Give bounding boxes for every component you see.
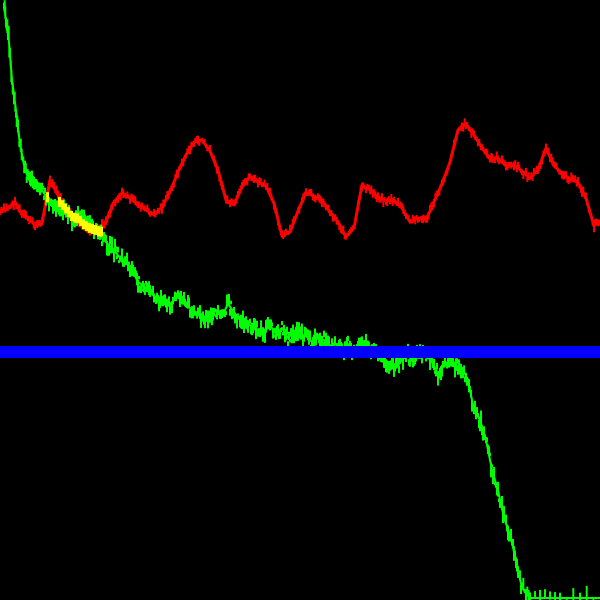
overlap-mark bbox=[64, 203, 67, 214]
overlap-mark bbox=[79, 215, 82, 226]
overlap-mark bbox=[88, 222, 91, 233]
overlap-mark bbox=[76, 213, 79, 224]
overlap-mark bbox=[100, 226, 103, 237]
overlap-mark bbox=[58, 197, 61, 207]
overlap-mark bbox=[82, 219, 85, 230]
overlap-mark bbox=[67, 207, 70, 218]
overlap-mark bbox=[85, 221, 88, 232]
overlap-mark bbox=[70, 211, 73, 221]
overlap-mark bbox=[73, 212, 76, 223]
overlap-mark bbox=[94, 224, 97, 235]
overlap-mark bbox=[97, 226, 100, 237]
series-0 bbox=[0, 118, 600, 240]
overlap-mark bbox=[91, 224, 94, 234]
overlap-mark bbox=[61, 200, 64, 211]
overlap-mark bbox=[46, 192, 49, 203]
